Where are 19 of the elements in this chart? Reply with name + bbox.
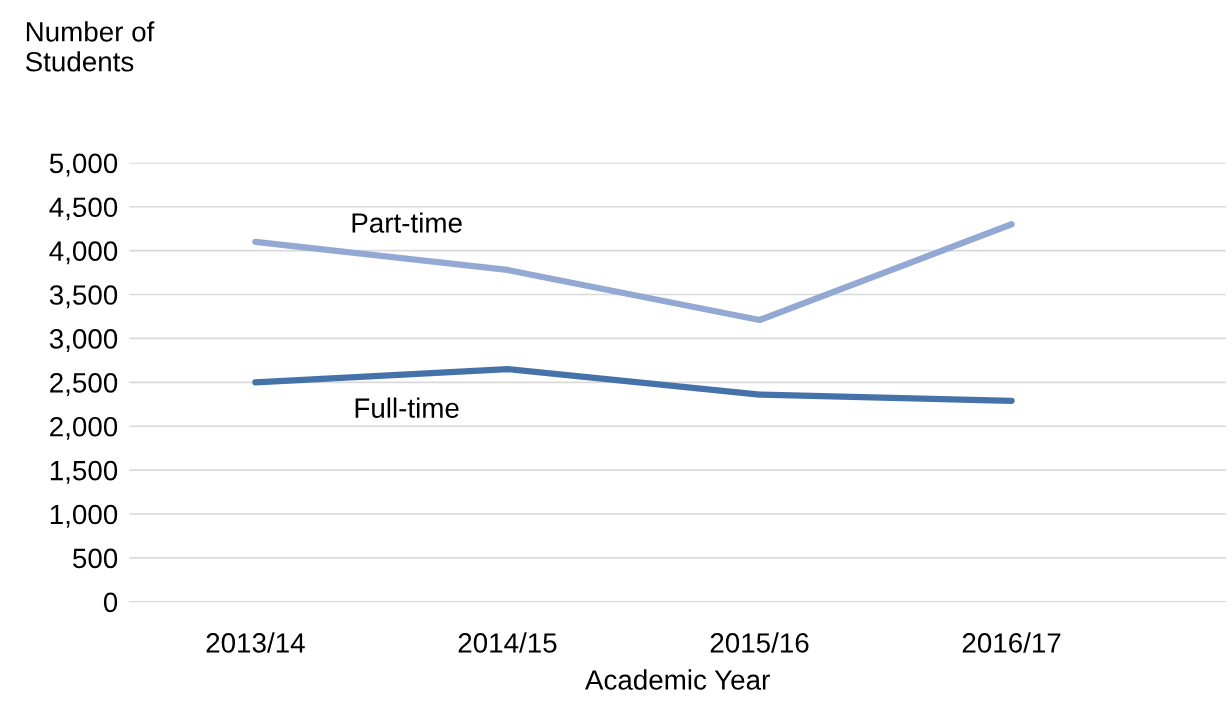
y-tick-label: 2,000	[50, 416, 118, 440]
x-tick-label: 2013/14	[206, 632, 305, 653]
series-label: Part-time	[352, 212, 462, 233]
y-tick-label: 3,000	[49, 329, 118, 353]
y-tick-label: 4,000	[49, 241, 118, 265]
y-tick-label: 1,000	[50, 504, 118, 528]
y-tick-label: 500	[73, 548, 118, 569]
y-tick-label: 5,000	[49, 153, 118, 177]
x-tick-label: 2016/17	[962, 632, 1061, 653]
x-tick-label: 2014/15	[458, 632, 557, 653]
y-axis-title: Number of Students	[25, 21, 155, 72]
y-tick-label: 3,500	[49, 285, 118, 309]
x-axis-title: Academic Year	[584, 669, 770, 690]
y-tick-label: 2,500	[50, 372, 118, 396]
series-label: Full-time	[355, 397, 459, 418]
y-tick-label: 4,500	[49, 197, 118, 221]
x-tick-label: 2015/16	[710, 632, 809, 653]
y-tick-label: 1,500	[50, 460, 118, 484]
y-tick-label: 0	[103, 592, 118, 613]
